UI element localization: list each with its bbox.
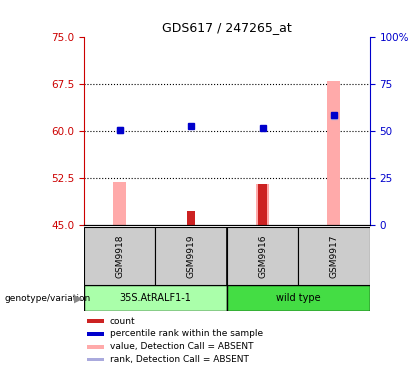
Bar — [84, 227, 155, 285]
Bar — [84, 285, 227, 311]
Text: genotype/variation: genotype/variation — [4, 294, 90, 303]
Bar — [298, 227, 370, 285]
Text: rank, Detection Call = ABSENT: rank, Detection Call = ABSENT — [110, 355, 249, 364]
Bar — [227, 227, 298, 285]
Bar — [258, 184, 267, 225]
Text: wild type: wild type — [276, 293, 320, 303]
Text: count: count — [110, 317, 135, 326]
Text: GSM9918: GSM9918 — [115, 235, 124, 278]
Text: percentile rank within the sample: percentile rank within the sample — [110, 329, 263, 339]
Bar — [227, 285, 370, 311]
Text: GSM9919: GSM9919 — [186, 235, 196, 278]
Bar — [113, 182, 126, 225]
Bar — [87, 320, 104, 323]
Text: GSM9916: GSM9916 — [258, 235, 267, 278]
Text: 35S.AtRALF1-1: 35S.AtRALF1-1 — [119, 293, 192, 303]
Text: value, Detection Call = ABSENT: value, Detection Call = ABSENT — [110, 342, 253, 351]
Bar — [256, 184, 269, 225]
Bar — [87, 332, 104, 336]
Title: GDS617 / 247265_at: GDS617 / 247265_at — [162, 21, 291, 34]
Bar — [187, 211, 195, 225]
Bar — [87, 358, 104, 361]
Text: ▶: ▶ — [74, 293, 82, 303]
Text: GSM9917: GSM9917 — [329, 235, 339, 278]
Bar — [155, 227, 227, 285]
Bar — [87, 345, 104, 348]
Bar — [328, 81, 340, 225]
